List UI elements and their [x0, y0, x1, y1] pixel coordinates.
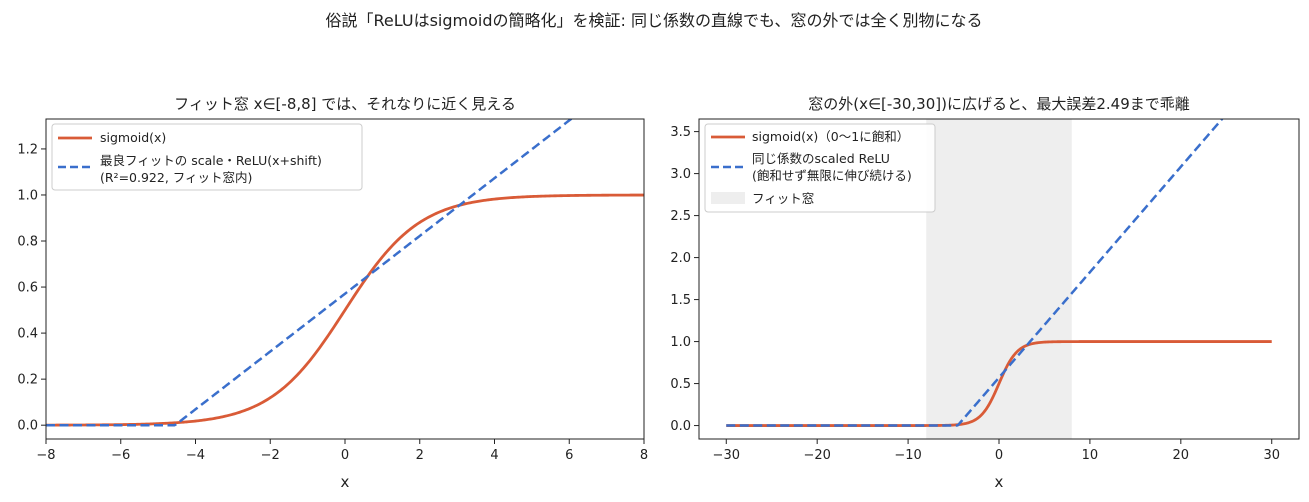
right-y-tick-label: 3.0 [670, 167, 691, 182]
left-y-tick-label: 1.2 [17, 142, 38, 157]
left-y-tick-label: 0.2 [17, 373, 38, 388]
right-legend: sigmoid(x)（0〜1に飽和） 同じ係数のscaled ReLU (飽和せ… [704, 123, 936, 213]
right-legend-window-swatch [711, 192, 745, 204]
left-y-tick-label: 0.6 [17, 281, 38, 296]
left-chart-title: フィット窓 x∈[-8,8] では、それなりに近く見える [174, 95, 516, 113]
left-y-tick-label: 0.0 [17, 419, 38, 434]
right-x-tick-label: 10 [1082, 448, 1099, 463]
figure-suptitle: 俗説「ReLUはsigmoidの簡略化」を検証: 同じ係数の直線でも、窓の外では… [326, 11, 983, 30]
right-x-tick-label: 0 [995, 448, 1003, 463]
left-legend-frame [51, 123, 363, 191]
right-x-axis-label: x [995, 473, 1004, 491]
left-x-tick-label: 2 [416, 448, 424, 463]
right-y-tick-label: 3.5 [670, 125, 691, 140]
right-y-tick-label: 0.0 [670, 419, 691, 434]
right-chart: 窓の外(x∈[-30,30])に広げると、最大誤差2.49まで乖離 −30 −20… [670, 95, 1300, 491]
right-legend-relu-label: 同じ係数のscaled ReLU [752, 151, 890, 166]
right-y-tick-label: 2.0 [670, 251, 691, 266]
left-series-relu-line [46, 119, 574, 427]
right-x-tick-label: −10 [894, 448, 921, 463]
right-chart-title: 窓の外(x∈[-30,30])に広げると、最大誤差2.49まで乖離 [808, 95, 1190, 113]
left-x-tick-label: −4 [186, 448, 205, 463]
right-legend-frame [704, 123, 936, 213]
left-y-tick-label: 0.4 [17, 327, 38, 342]
right-y-tick-label: 2.5 [670, 209, 691, 224]
left-legend: sigmoid(x) 最良フィットの scale・ReLU(x+shift) (… [51, 123, 363, 191]
right-y-tick-label: 1.0 [670, 335, 691, 350]
left-chart: フィット窓 x∈[-8,8] では、それなりに近く見える −8 −6 −4 −2 0 2 4… [17, 95, 648, 491]
right-x-tick-label: −20 [803, 448, 830, 463]
right-series-sigmoid-line [726, 340, 1272, 427]
right-legend-relu-label-line2: (飽和せず無限に伸び続ける) [752, 168, 912, 183]
left-legend-sigmoid-label: sigmoid(x) [100, 130, 166, 145]
left-x-tick-label: −6 [111, 448, 130, 463]
left-legend-relu-label-line2: (R²=0.922, フィット窓内) [100, 170, 252, 185]
left-x-tick-label: −8 [36, 448, 55, 463]
right-y-tick-label: 0.5 [670, 377, 691, 392]
right-legend-sigmoid-label: sigmoid(x)（0〜1に飽和） [752, 129, 909, 144]
left-y-tick-label: 0.8 [17, 235, 38, 250]
left-x-axis-label: x [341, 473, 350, 491]
left-x-tick-label: 4 [490, 448, 498, 463]
left-x-tick-label: 0 [341, 448, 349, 463]
right-series-relu-line [726, 119, 1224, 427]
left-y-tick-label: 1.0 [17, 188, 38, 203]
right-y-tick-label: 1.5 [670, 293, 691, 308]
right-x-tick-label: 20 [1173, 448, 1190, 463]
left-x-tick-label: 6 [565, 448, 573, 463]
right-legend-window-label: フィット窓 [752, 191, 814, 206]
left-x-tick-label: 8 [640, 448, 648, 463]
left-legend-relu-label: 最良フィットの scale・ReLU(x+shift) [100, 153, 322, 168]
right-x-tick-label: 30 [1263, 448, 1280, 463]
left-x-tick-label: −2 [261, 448, 280, 463]
right-fit-window-region [926, 119, 1072, 439]
right-x-tick-label: −30 [713, 448, 740, 463]
